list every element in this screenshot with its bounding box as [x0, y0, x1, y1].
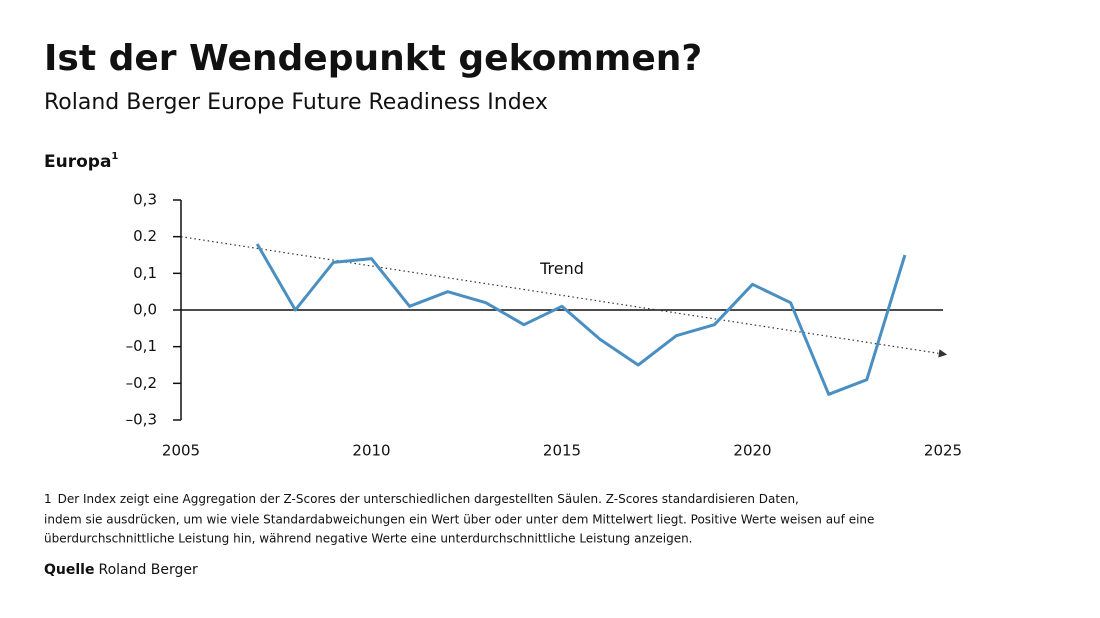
trend-label: Trend	[539, 259, 584, 278]
y-label: Europa	[44, 152, 111, 172]
x-tick-label: 2020	[733, 442, 771, 460]
y-axis-title: Europa1	[44, 151, 118, 172]
y-tick-label: 0.2	[133, 227, 157, 245]
x-tick-label: 2025	[924, 442, 962, 460]
footnote-marker: 1	[44, 492, 52, 506]
y-tick-label: –0,1	[126, 337, 157, 355]
y-tick-label: –0,3	[126, 411, 157, 429]
footnote-text: Der Index zeigt eine Aggregation der Z-S…	[58, 492, 799, 506]
source: Quelle Roland Berger	[44, 562, 198, 578]
x-tick-label: 2010	[352, 442, 390, 460]
source-label: Quelle	[44, 562, 94, 578]
footnote-line: 1 Der Index zeigt eine Aggregation der Z-…	[44, 492, 799, 506]
x-tick-label: 2005	[162, 442, 200, 460]
footnote-line: überdurchschnittliche Leistung hin, währ…	[44, 532, 693, 546]
chart-title: Ist der Wendepunkt gekommen?	[44, 38, 702, 79]
trend-line	[180, 236, 948, 358]
y-tick-label: 0,0	[133, 301, 157, 319]
footnote-line: indem sie ausdrücken, um wie viele Stand…	[44, 513, 874, 527]
source-text: Roland Berger	[98, 562, 198, 578]
chart-subtitle: Roland Berger Europe Future Readiness In…	[44, 90, 548, 115]
y-label-note: 1	[111, 151, 118, 162]
y-tick-label: –0,2	[126, 374, 157, 392]
y-tick-label: 0,1	[133, 264, 157, 282]
y-tick-label: 0,3	[133, 191, 157, 209]
data-line	[255, 243, 907, 396]
x-tick-label: 2015	[543, 442, 581, 460]
